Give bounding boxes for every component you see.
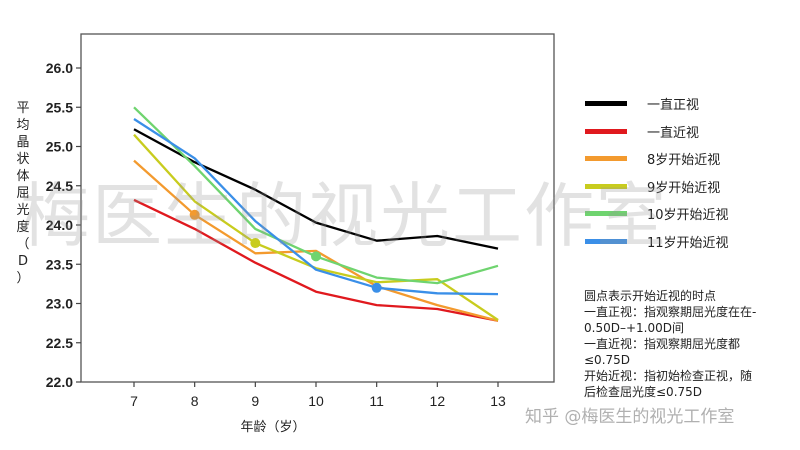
legend-item: 一直近视 bbox=[585, 118, 729, 146]
legend-label: 一直近视 bbox=[647, 125, 700, 141]
y-tick-label: 23.0 bbox=[46, 296, 73, 312]
y-axis-label-char: （ bbox=[16, 237, 30, 252]
y-axis-label-char: 度 bbox=[16, 220, 30, 235]
y-axis-label-char: 光 bbox=[16, 203, 30, 218]
y-axis-label-char: 均 bbox=[16, 118, 30, 133]
series-line bbox=[133, 159, 499, 322]
legend-swatch bbox=[585, 156, 627, 162]
x-tick-label: 12 bbox=[430, 393, 446, 409]
series-line bbox=[133, 198, 499, 322]
legend-swatch bbox=[585, 211, 627, 217]
note-line: 后检查屈光度≤0.75D bbox=[584, 385, 703, 399]
note-line: 一直近视：指观察期屈光度都 bbox=[584, 337, 741, 351]
x-axis-label: 年龄（岁） bbox=[240, 420, 305, 435]
chart-axes: 22.0 22.5 23.0 23.5 24.0 24.5 25.0 25.5 26.0 7 8 9 1… bbox=[46, 33, 555, 435]
legend: 一直正视 一直近视 8岁开始近视 9岁开始近视 10岁开始近视 11岁开始近视 bbox=[585, 90, 729, 255]
legend-label: 11岁开始近视 bbox=[647, 235, 729, 251]
note-line: ≤0.75D bbox=[584, 353, 631, 367]
legend-swatch bbox=[585, 128, 627, 134]
y-axis-label-char: 体 bbox=[16, 169, 30, 184]
onset-marker bbox=[250, 238, 261, 249]
series-line bbox=[133, 118, 499, 296]
y-tick-label: 22.5 bbox=[46, 335, 73, 351]
note-line: 一直正视：指观察期屈光度在在- bbox=[584, 305, 757, 319]
y-axis-label-char: ） bbox=[16, 271, 30, 286]
x-tick-label: 9 bbox=[251, 393, 259, 409]
onset-marker bbox=[311, 251, 321, 262]
y-axis-label-char: 屈 bbox=[16, 186, 30, 201]
y-tick-label: 23.5 bbox=[46, 256, 73, 272]
chart-markers bbox=[189, 209, 382, 293]
y-tick-label: 26.0 bbox=[46, 60, 73, 76]
legend-item: 11岁开始近视 bbox=[585, 228, 729, 256]
x-tick-label: 11 bbox=[369, 393, 384, 409]
legend-item: 10岁开始近视 bbox=[585, 200, 729, 228]
x-tick-label: 8 bbox=[191, 393, 199, 409]
legend-item: 8岁开始近视 bbox=[585, 145, 729, 173]
y-tick-label: 24.0 bbox=[46, 217, 73, 233]
legend-item: 一直正视 bbox=[585, 90, 729, 118]
legend-swatch bbox=[585, 183, 627, 189]
x-tick-label: 10 bbox=[308, 393, 324, 409]
legend-item: 9岁开始近视 bbox=[585, 173, 729, 201]
y-axis-label-char: D bbox=[17, 254, 28, 269]
y-axis-label-char: 平 bbox=[16, 101, 30, 116]
chart-notes: 圆点表示开始近视的时点 一直正视：指观察期屈光度在在- 0.50D–+1.00D… bbox=[584, 288, 794, 400]
note-line: 0.50D–+1.00D间 bbox=[584, 321, 684, 335]
y-axis-label-char: 晶 bbox=[16, 135, 30, 150]
legend-label: 一直正视 bbox=[647, 98, 700, 114]
footer-watermark: 知乎 @梅医生的视光工作室 bbox=[525, 407, 735, 427]
legend-label: 9岁开始近视 bbox=[647, 180, 721, 196]
note-line: 圆点表示开始近视的时点 bbox=[584, 289, 717, 303]
series-line bbox=[133, 133, 499, 321]
legend-swatch bbox=[585, 238, 627, 244]
legend-swatch bbox=[585, 101, 627, 107]
y-tick-label: 22.0 bbox=[46, 374, 73, 390]
onset-marker bbox=[189, 209, 200, 220]
y-axis-label-char: 状 bbox=[16, 152, 30, 167]
plot-frame bbox=[80, 33, 555, 383]
note-line: 开始近视：指初始检查正视，随 bbox=[584, 369, 753, 383]
legend-label: 8岁开始近视 bbox=[647, 153, 721, 169]
x-tick-label: 7 bbox=[130, 393, 138, 409]
y-tick-label: 25.0 bbox=[46, 139, 73, 155]
legend-label: 10岁开始近视 bbox=[647, 208, 729, 224]
chart-series bbox=[133, 106, 499, 322]
series-line bbox=[133, 128, 499, 250]
onset-marker bbox=[371, 282, 382, 293]
y-tick-label: 25.5 bbox=[46, 99, 73, 115]
y-axis-label: 平均晶状体屈光度 （ D ） bbox=[14, 100, 32, 287]
y-tick-label: 24.5 bbox=[46, 178, 73, 194]
x-tick-label: 13 bbox=[490, 393, 506, 409]
